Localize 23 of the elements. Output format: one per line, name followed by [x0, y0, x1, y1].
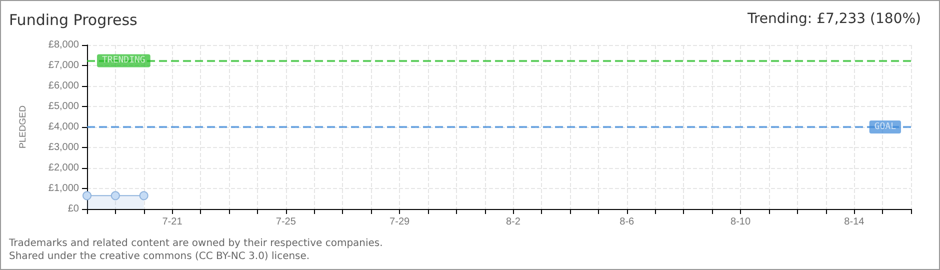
- x-tick-label: 8-10: [730, 216, 751, 228]
- y-tick-label: £2,000: [48, 162, 80, 174]
- y-tick-label: £0: [68, 204, 80, 214]
- x-tick-label: 7-29: [390, 216, 410, 228]
- y-tick-label: £5,000: [48, 101, 80, 112]
- text: Shared under the creative commons (CC BY-NC 3.0) license.: [9, 250, 311, 263]
- x-tick-label: 8-2: [506, 216, 521, 228]
- chart-title: Funding Progress: [9, 11, 138, 29]
- x-tick-label: 8-14: [844, 216, 865, 228]
- y-axis-title: PLEDGED: [18, 104, 28, 149]
- text: Trademarks and related content are owned by their respective companies.: [9, 237, 383, 250]
- x-tick-label: 7-21: [162, 216, 183, 228]
- x-tick-label: 8-6: [620, 216, 635, 228]
- y-tick-label: £6,000: [48, 80, 80, 92]
- y-tick-label: £8,000: [48, 40, 80, 50]
- y-tick-label: £3,000: [48, 142, 80, 153]
- y-tick-label: £7,000: [48, 60, 80, 71]
- ref-line-label: TRENDING: [102, 56, 146, 66]
- text: Trending: £7,233 (180%): [747, 11, 921, 27]
- ref-line-label: GOAL: [874, 122, 896, 132]
- y-tick-label: £1,000: [48, 183, 80, 194]
- y-tick-label: £4,000: [48, 122, 80, 132]
- x-tick-label: 7-25: [276, 216, 296, 228]
